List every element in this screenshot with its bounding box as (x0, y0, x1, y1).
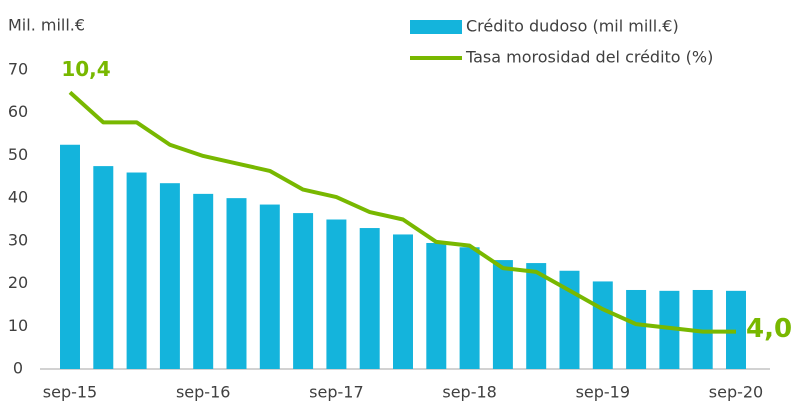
legend-label: Crédito dudoso (mil mill.€) (466, 17, 679, 36)
y-tick-label: 10 (8, 316, 28, 335)
bar (259, 204, 280, 369)
bar (626, 289, 647, 369)
bar (692, 289, 713, 369)
bar (60, 144, 80, 369)
legend-swatch (410, 20, 462, 34)
bar (492, 260, 513, 369)
bar (159, 183, 180, 369)
x-tick-label: sep-17 (309, 383, 363, 402)
y-axis-label: Mil. mill.€ (8, 16, 85, 35)
bar (459, 247, 480, 369)
data-label: 10,4 (61, 57, 110, 81)
x-tick-label: sep-19 (576, 383, 630, 402)
x-tick-label: sep-16 (176, 383, 230, 402)
legend-label: Tasa morosidad del crédito (%) (465, 48, 713, 67)
y-tick-label: 30 (8, 230, 28, 249)
bar (326, 219, 347, 369)
y-tick-label: 40 (8, 188, 28, 207)
bar (393, 234, 413, 369)
bar (659, 290, 680, 369)
bar (226, 198, 247, 369)
y-tick-label: 70 (8, 60, 28, 79)
data-label: 4,0 (746, 314, 792, 344)
y-tick-label: 0 (13, 359, 23, 378)
bar (426, 242, 447, 369)
bar (93, 166, 114, 369)
bar (359, 228, 380, 369)
bar (293, 213, 314, 369)
bar (526, 263, 547, 369)
y-tick-label: 60 (8, 102, 28, 121)
line (68, 90, 736, 334)
bar (126, 172, 147, 369)
bar (592, 281, 613, 369)
bar (193, 193, 214, 369)
y-tick-label: 20 (8, 273, 28, 292)
x-tick-label: sep-18 (442, 383, 496, 402)
y-tick-label: 50 (8, 145, 28, 164)
x-tick-label: sep-20 (709, 383, 763, 402)
x-tick-label: sep-15 (43, 383, 97, 402)
